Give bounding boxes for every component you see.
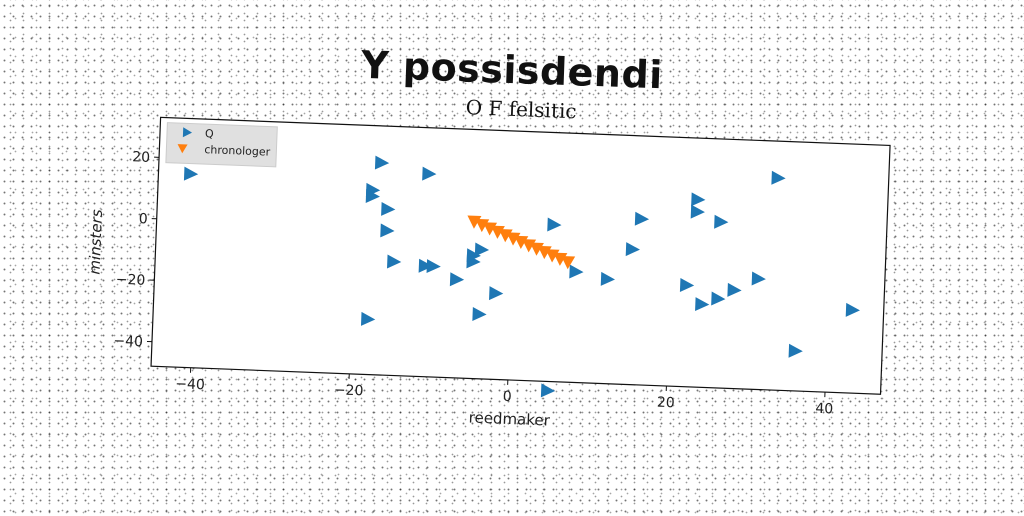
chart-subtitle: O F felsitic	[465, 95, 577, 123]
legend: Q chronologer	[166, 123, 277, 167]
legend-label-q: Q	[205, 127, 214, 140]
y-axis-label: minsters	[86, 209, 106, 275]
x-tick-label: 40	[815, 401, 833, 418]
x-tick-label: 20	[657, 395, 675, 412]
y-tick-label: 0	[138, 211, 148, 227]
x-tick-label: −20	[334, 382, 364, 399]
legend-label-chronologer: chronologer	[204, 143, 271, 159]
y-tick-label: −40	[113, 333, 143, 350]
x-tick-label: −40	[175, 376, 205, 393]
y-tick-label: −20	[115, 272, 145, 289]
x-axis-label: reedmaker	[468, 408, 551, 429]
y-tick-label: 20	[132, 149, 150, 166]
x-tick-label: 0	[502, 389, 512, 405]
q-point	[541, 383, 556, 398]
